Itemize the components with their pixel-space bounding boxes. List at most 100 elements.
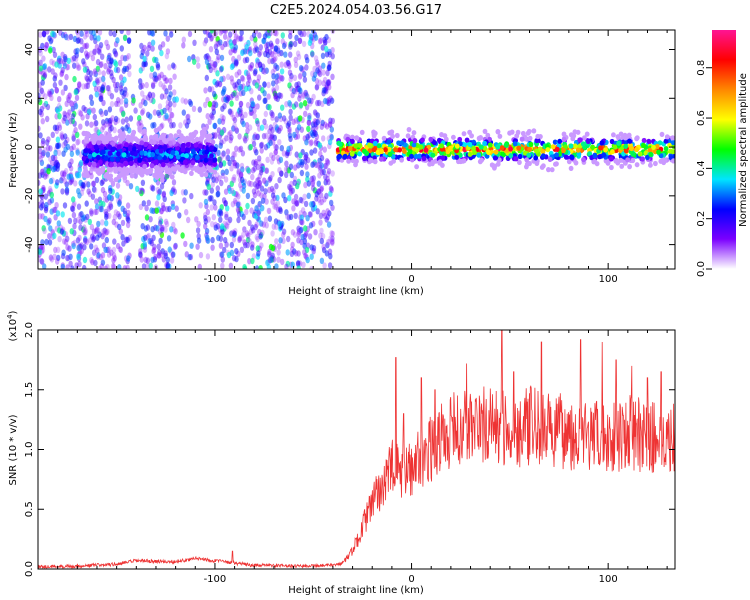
spectrogram-noise-cell [238, 100, 244, 108]
spectrogram-heatmap [38, 30, 675, 269]
spectrogram-noise-cell [76, 253, 81, 260]
spectrogram-noise-cell [195, 243, 200, 250]
spectrogram-noise-cell [259, 185, 265, 192]
spectrogram-noise-cell [298, 196, 303, 204]
spectrogram-band-cell [96, 170, 102, 176]
spectrogram-noise-cell [277, 112, 283, 119]
spectrogram-noise-cell [236, 78, 242, 86]
spectrogram-noise-cell [89, 99, 95, 107]
spectrogram-noise-cell [238, 171, 244, 178]
spectrogram-noise-cell [257, 155, 262, 162]
spectrogram-band-cell [137, 125, 143, 131]
spectrogram-noise-cell [229, 110, 234, 117]
spectrogram-band-cell [372, 140, 378, 146]
spectrogram-band-cell [460, 158, 466, 164]
spectrogram-noise-cell [75, 47, 80, 55]
colorbar-gradient [712, 30, 736, 269]
spectrogram-noise-cell [244, 132, 249, 139]
spectrogram-noise-cell [56, 220, 61, 227]
spectrogram-noise-cell [54, 86, 59, 94]
spectrogram-band-cell [581, 157, 586, 163]
spectrogram-band-cell [96, 154, 101, 160]
spectrogram-noise-cell [324, 162, 329, 170]
spectrogram-band-cell [100, 135, 105, 142]
spectrogram-band-cell [103, 155, 109, 161]
spectrogram-noise-cell [60, 211, 65, 218]
spectrogram-noise-cell [203, 101, 208, 109]
spectrogram-band-cell [535, 133, 541, 140]
spectrogram-noise-cell [97, 68, 102, 76]
spectrogram-noise-cell [287, 195, 292, 202]
spectrogram-noise-cell [227, 216, 233, 223]
spectrogram-y-tick-label: 40 [24, 43, 35, 56]
spectrogram-noise-cell [106, 205, 112, 212]
spectrogram-noise-cell [303, 252, 308, 259]
spectrogram-noise-cell [68, 260, 73, 267]
spectrogram-noise-cell [150, 82, 156, 90]
spectrogram-noise-cell [267, 207, 272, 215]
spectrogram-noise-cell [239, 162, 245, 170]
spectrogram-band-cell [454, 143, 460, 149]
spectrogram-noise-cell [303, 200, 309, 208]
spectrogram-band-cell [130, 150, 135, 156]
spectrogram-noise-cell [49, 191, 54, 199]
spectrogram-band-cell [630, 157, 636, 164]
spectrogram-noise-cell [277, 176, 282, 184]
spectrogram-noise-cell [251, 167, 256, 174]
spectrogram-noise-cell [326, 78, 332, 86]
spectrogram-noise-cell [94, 91, 100, 98]
spectrogram-noise-cell [278, 156, 284, 163]
spectrogram-noise-cell [43, 193, 48, 200]
spectrogram-band-cell [128, 160, 134, 166]
spectrogram-noise-cell [39, 198, 44, 206]
spectrogram-noise-cell [116, 211, 121, 218]
spectrogram-noise-cell [216, 149, 221, 157]
spectrogram-band-cell [568, 143, 574, 149]
spectrogram-noise-cell [272, 65, 278, 73]
spectrogram-noise-cell [94, 120, 99, 127]
colorbar-tick-label: 0.8 [696, 60, 707, 76]
spectrogram-noise-cell [55, 258, 60, 265]
spectrogram-noise-cell [210, 86, 215, 93]
spectrogram-noise-cell [306, 125, 311, 133]
spectrogram-noise-cell [278, 207, 283, 214]
spectrogram-noise-cell [47, 233, 52, 240]
spectrogram-noise-cell [142, 94, 147, 102]
spectrogram-noise-cell [307, 115, 312, 122]
spectrogram-noise-cell [318, 232, 323, 239]
spectrogram-noise-cell [271, 73, 276, 80]
spectrogram-noise-cell [49, 159, 55, 166]
spectrogram-noise-cell [157, 249, 162, 256]
spectrogram-noise-cell [288, 51, 293, 58]
spectrogram-noise-cell [325, 208, 330, 215]
spectrogram-noise-cell [324, 192, 329, 200]
spectrogram-noise-cell [320, 233, 326, 240]
spectrogram-band-cell [482, 128, 488, 134]
spectrogram-noise-cell [240, 75, 245, 82]
spectrogram-noise-cell [273, 45, 279, 52]
spectrogram-band-cell [367, 142, 372, 148]
spectrogram-noise-cell [151, 234, 156, 242]
spectrogram-band-cell [182, 159, 188, 165]
spectrogram-noise-cell [274, 183, 279, 190]
spectrogram-noise-cell [234, 191, 240, 198]
spectrogram-noise-cell [234, 71, 239, 78]
spectrogram-noise-cell [303, 225, 308, 232]
spectrogram-noise-cell [220, 172, 226, 179]
colorbar: 0.0 0.2 0.4 0.6 0.8 Normalized spectral ampl… [696, 30, 749, 277]
spectrogram-noise-cell [257, 181, 262, 189]
spectrogram-noise-cell [128, 115, 134, 122]
spectrogram-band-cell [121, 152, 127, 158]
spectrogram-noise-cell [152, 71, 158, 78]
spectrogram-noise-cell [231, 159, 236, 167]
spectrogram-band-cell [372, 130, 378, 136]
spectrogram-noise-cell [84, 74, 89, 81]
spectrogram-noise-cell [60, 66, 65, 74]
spectrogram-noise-cell [237, 69, 242, 76]
spectrogram-noise-cell [40, 118, 45, 125]
spectrogram-band-cell [619, 163, 625, 169]
spectrogram-noise-cell [93, 126, 99, 134]
spectrogram-band-cell [153, 144, 159, 150]
spectrogram-band-cell [637, 151, 643, 157]
spectrogram-noise-cell [294, 101, 299, 108]
